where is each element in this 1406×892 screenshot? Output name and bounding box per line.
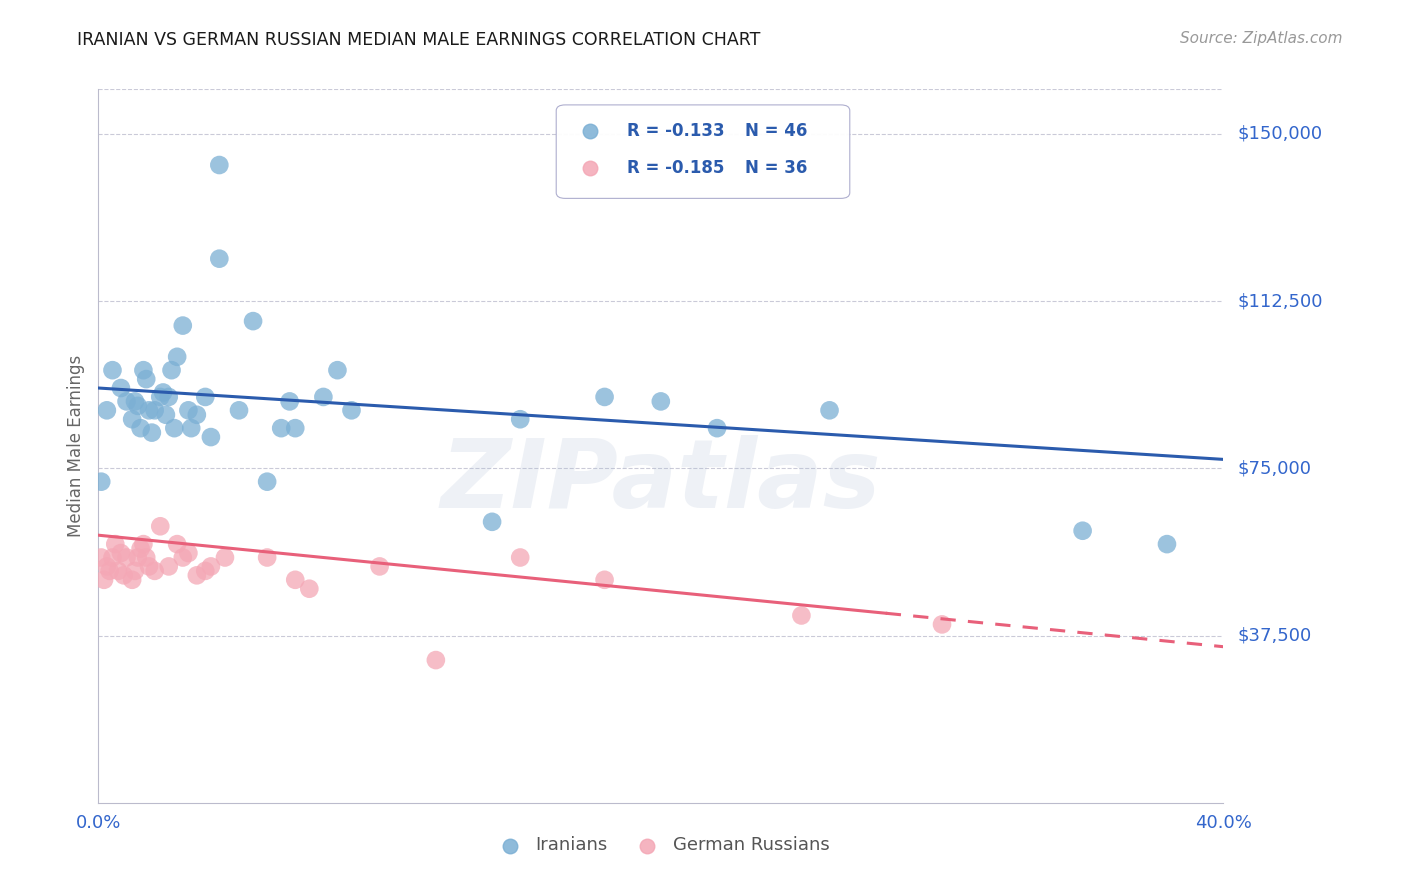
Point xyxy=(93,573,115,587)
Point xyxy=(481,515,503,529)
Point xyxy=(110,546,132,560)
Point xyxy=(368,559,391,574)
Point xyxy=(228,403,250,417)
Point xyxy=(90,475,112,489)
Point xyxy=(186,568,208,582)
Point xyxy=(104,537,127,551)
Point xyxy=(129,541,152,556)
Point xyxy=(278,394,301,409)
Point xyxy=(326,363,349,377)
Point xyxy=(312,390,335,404)
Point xyxy=(157,390,180,404)
Text: $150,000: $150,000 xyxy=(1237,125,1322,143)
Point xyxy=(135,372,157,386)
Point xyxy=(121,573,143,587)
Point xyxy=(425,653,447,667)
Point xyxy=(1071,524,1094,538)
Text: ZIPatlas: ZIPatlas xyxy=(440,435,882,528)
Point xyxy=(166,350,188,364)
Point xyxy=(90,550,112,565)
Point xyxy=(790,608,813,623)
Point xyxy=(200,559,222,574)
Point xyxy=(124,394,146,409)
Text: $112,500: $112,500 xyxy=(1237,292,1323,310)
Point xyxy=(121,412,143,426)
Point xyxy=(152,385,174,400)
Point xyxy=(172,318,194,333)
Point xyxy=(143,403,166,417)
Point xyxy=(256,475,278,489)
Point xyxy=(194,564,217,578)
Point xyxy=(208,252,231,266)
Point xyxy=(98,564,121,578)
Point xyxy=(509,412,531,426)
Point xyxy=(931,617,953,632)
Point xyxy=(96,559,118,574)
Point xyxy=(127,550,149,565)
Point xyxy=(1316,796,1339,810)
Point xyxy=(157,559,180,574)
Point xyxy=(284,573,307,587)
Point xyxy=(818,403,841,417)
Point xyxy=(1156,537,1178,551)
Text: $37,500: $37,500 xyxy=(1237,626,1312,645)
Point xyxy=(208,158,231,172)
Text: $75,000: $75,000 xyxy=(1237,459,1312,477)
Point xyxy=(149,390,172,404)
Point xyxy=(143,564,166,578)
Point xyxy=(127,399,149,413)
Point xyxy=(650,394,672,409)
Point xyxy=(110,381,132,395)
Y-axis label: Median Male Earnings: Median Male Earnings xyxy=(66,355,84,537)
Point xyxy=(138,403,160,417)
Point xyxy=(509,550,531,565)
Point xyxy=(163,421,186,435)
Text: N = 36: N = 36 xyxy=(745,159,807,177)
Point xyxy=(132,363,155,377)
Point xyxy=(172,550,194,565)
Point xyxy=(135,550,157,565)
Point xyxy=(270,421,292,435)
Point xyxy=(138,559,160,574)
Text: R = -0.133: R = -0.133 xyxy=(627,121,724,139)
Point xyxy=(298,582,321,596)
FancyBboxPatch shape xyxy=(557,105,849,198)
Point xyxy=(149,519,172,533)
Point xyxy=(593,390,616,404)
Text: Source: ZipAtlas.com: Source: ZipAtlas.com xyxy=(1180,31,1343,46)
Point xyxy=(141,425,163,440)
Point xyxy=(242,314,264,328)
Point xyxy=(706,421,728,435)
Point xyxy=(186,408,208,422)
Text: R = -0.185: R = -0.185 xyxy=(627,159,724,177)
Point xyxy=(340,403,363,417)
Point xyxy=(101,363,124,377)
Point xyxy=(155,408,177,422)
Point xyxy=(101,550,124,565)
Text: N = 46: N = 46 xyxy=(745,121,807,139)
Point xyxy=(1316,796,1339,810)
Point xyxy=(593,573,616,587)
Point xyxy=(115,394,138,409)
Legend: Iranians, German Russians: Iranians, German Russians xyxy=(485,830,837,862)
Point xyxy=(194,390,217,404)
Point xyxy=(256,550,278,565)
Point xyxy=(96,403,118,417)
Point xyxy=(177,546,200,560)
Point xyxy=(124,564,146,578)
Text: IRANIAN VS GERMAN RUSSIAN MEDIAN MALE EARNINGS CORRELATION CHART: IRANIAN VS GERMAN RUSSIAN MEDIAN MALE EA… xyxy=(77,31,761,49)
Point xyxy=(115,550,138,565)
Point xyxy=(129,421,152,435)
Point xyxy=(200,430,222,444)
Point xyxy=(284,421,307,435)
Point xyxy=(112,568,135,582)
Point xyxy=(180,421,202,435)
Point xyxy=(177,403,200,417)
Point xyxy=(166,537,188,551)
Point xyxy=(214,550,236,565)
Point xyxy=(132,537,155,551)
Point xyxy=(107,564,129,578)
Point xyxy=(160,363,183,377)
